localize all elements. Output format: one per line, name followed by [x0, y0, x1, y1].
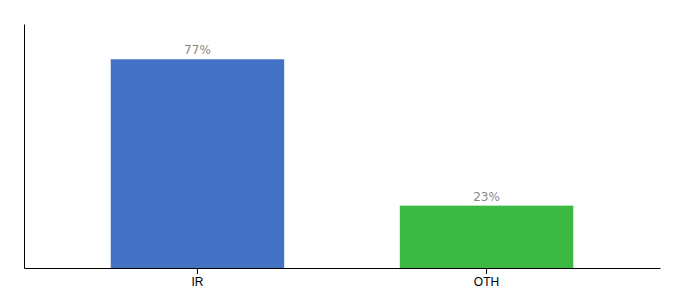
x-tick-label: IR: [191, 275, 203, 289]
chart: IR OTH 77% 23%: [0, 0, 680, 300]
x-tick: OTH: [474, 268, 499, 289]
data-labels: 77% 23%: [184, 43, 500, 203]
x-tick-line: [197, 268, 198, 274]
x-tick-label: OTH: [474, 275, 499, 289]
data-label: 77%: [184, 43, 211, 57]
data-label: 23%: [473, 190, 500, 204]
plot: IR OTH 77% 23%: [25, 25, 661, 289]
y-axis: [24, 25, 25, 269]
x-tick-line: [486, 268, 487, 274]
y-axis-line: [24, 25, 25, 269]
x-tick: IR: [191, 268, 203, 289]
x-axis-line: [25, 268, 661, 269]
bar: [111, 59, 284, 268]
bar: [400, 206, 573, 268]
x-axis: IR OTH: [25, 268, 661, 289]
bars: [111, 59, 574, 268]
